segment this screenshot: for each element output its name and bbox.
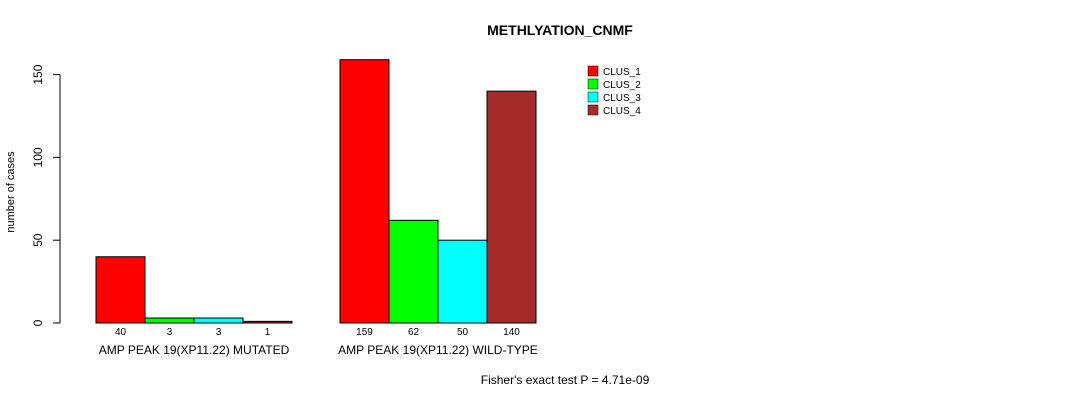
legend-label: CLUS_1 [603, 67, 641, 78]
legend-swatch [587, 91, 599, 103]
bar-value-label: 40 [115, 327, 127, 338]
y-tick-label: 0 [31, 319, 45, 326]
bar-value-label: 159 [356, 327, 373, 338]
bar-value-label: 3 [216, 327, 222, 338]
bar [486, 90, 537, 324]
bar [437, 239, 488, 324]
legend-label: CLUS_4 [603, 106, 641, 117]
bar [388, 219, 439, 324]
legend-label: CLUS_2 [603, 80, 641, 91]
y-tick-label: 50 [31, 233, 45, 247]
legend-swatch [587, 104, 599, 116]
legend: CLUS_1 CLUS_2 CLUS_3 CLUS_4 [587, 65, 641, 117]
bar [242, 320, 293, 324]
y-axis-label: number of cases [5, 151, 17, 233]
bar-value-label: 1 [265, 327, 271, 338]
chart-title: METHLYATION_CNMF [487, 22, 633, 38]
bar [339, 59, 390, 324]
y-axis: 0 50 100 150 [31, 64, 61, 326]
group-label: AMP PEAK 19(XP11.22) WILD-TYPE [338, 343, 538, 357]
y-tick-label: 150 [31, 64, 45, 84]
group-labels: AMP PEAK 19(XP11.22) MUTATED AMP PEAK 19(… [99, 343, 538, 357]
bar-value-label: 140 [503, 327, 520, 338]
bar [95, 256, 146, 324]
legend-label: CLUS_3 [603, 93, 641, 104]
legend-swatch [587, 78, 599, 90]
bars [95, 59, 537, 324]
bar-value-labels: 40 3 3 1 159 62 50 140 [115, 327, 520, 338]
bar [193, 317, 244, 324]
bar [144, 317, 195, 324]
bar-value-label: 3 [167, 327, 173, 338]
group-label: AMP PEAK 19(XP11.22) MUTATED [99, 343, 290, 357]
bar-value-label: 50 [457, 327, 469, 338]
legend-swatch [587, 65, 599, 77]
fisher-test-annotation: Fisher's exact test P = 4.71e-09 [481, 373, 650, 387]
y-tick-label: 100 [31, 147, 45, 167]
bar-value-label: 62 [408, 327, 420, 338]
